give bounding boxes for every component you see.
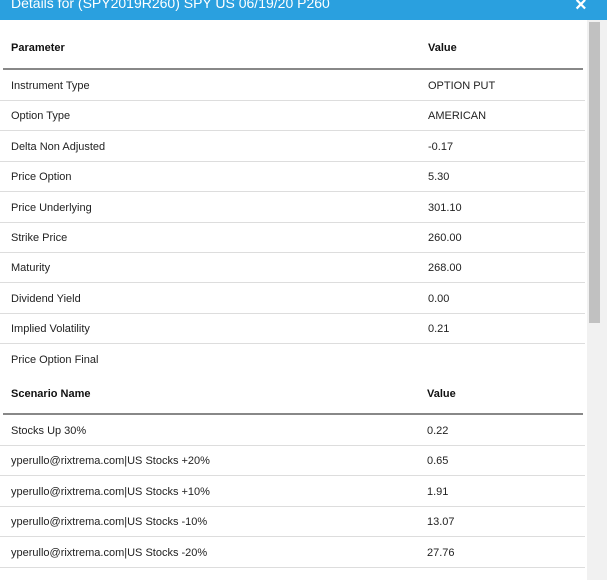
row-divider — [0, 282, 585, 284]
header-rule — [3, 413, 583, 415]
cell-name: Dividend Yield — [11, 292, 81, 305]
row-divider — [0, 221, 585, 223]
cell-name: Implied Volatility — [11, 323, 90, 336]
cell-value: 0.00 — [428, 292, 450, 305]
title-bar: Details for (SPY2019R260) SPY US 06/19/2… — [0, 0, 607, 20]
cell-value: -0.17 — [428, 140, 454, 153]
scroll-thumb[interactable] — [589, 22, 600, 323]
cell-value: 0.21 — [428, 323, 450, 336]
close-button[interactable]: × — [575, 0, 587, 16]
cell-value: 27.76 — [427, 546, 455, 559]
cell-name: Price Option — [11, 171, 72, 184]
row-divider — [0, 100, 585, 101]
row-divider — [0, 312, 585, 314]
cell-name: Strike Price — [11, 232, 68, 244]
cell-name: yperullo@rixtrema.com|US Stocks +20% — [11, 455, 210, 468]
cell-value: 301.10 — [428, 201, 462, 214]
row-divider — [0, 160, 585, 162]
row-divider — [0, 130, 585, 132]
dialog-title: Details for (SPY2019R260) SPY US 06/19/2… — [11, 0, 330, 11]
cell-name: yperullo@rixtrema.com|US Stocks -10% — [11, 516, 208, 529]
row-divider — [0, 252, 585, 253]
cell-name: Price Underlying — [11, 201, 92, 214]
cell-value: 0.22 — [427, 425, 449, 437]
row-divider — [0, 445, 585, 446]
cell-value: 268.00 — [428, 262, 462, 275]
column-header: Parameter — [11, 42, 65, 54]
cell-name: yperullo@rixtrema.com|US Stocks -20% — [11, 546, 208, 559]
cell-name: Stocks Up 30% — [11, 425, 87, 437]
cell-name: yperullo@rixtrema.com|US Stocks +10% — [11, 485, 210, 498]
cell-value: 5.30 — [428, 171, 450, 184]
cell-name: Delta Non Adjusted — [11, 140, 106, 153]
cell-value: 13.07 — [427, 516, 455, 529]
cell-value: 1.91 — [427, 485, 449, 498]
row-divider — [0, 191, 585, 193]
header-rule — [3, 68, 583, 70]
row-divider — [0, 343, 585, 345]
cell-name: Maturity — [11, 262, 51, 275]
column-header: Scenario Name — [11, 388, 91, 400]
cell-name: Option Type — [11, 110, 71, 123]
cell-value: AMERICAN — [428, 110, 487, 123]
cell-value: OPTION PUT — [428, 80, 496, 92]
cell-value: 0.65 — [427, 455, 449, 468]
cell-value: 260.00 — [428, 232, 462, 244]
row-divider — [0, 475, 585, 477]
row-divider — [0, 566, 585, 568]
column-header: Value — [427, 388, 456, 400]
column-header: Value — [428, 42, 457, 54]
row-divider — [0, 536, 585, 538]
cell-name: Instrument Type — [11, 80, 90, 92]
cell-name: Price Option Final — [11, 353, 99, 366]
row-divider — [0, 505, 585, 507]
